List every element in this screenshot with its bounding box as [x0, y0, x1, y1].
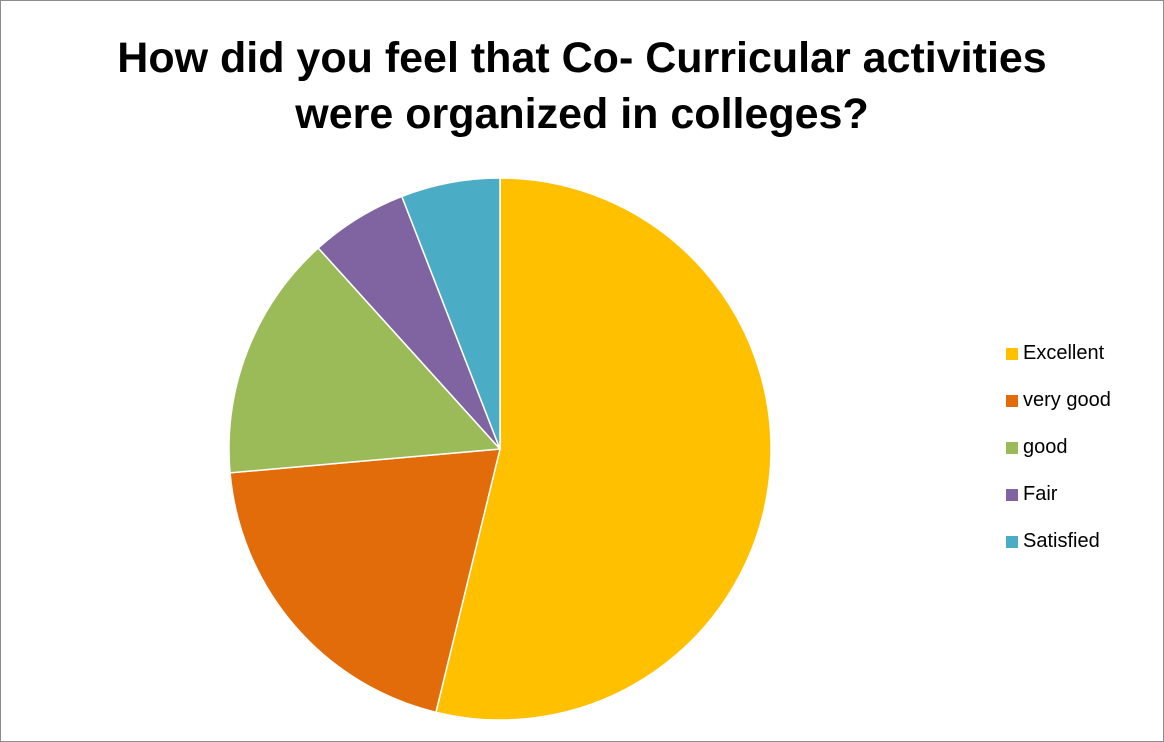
legend-item-excellent: Excellent — [1006, 338, 1111, 369]
legend-swatch — [1006, 488, 1018, 501]
chart-title-line-2: were organized in colleges? — [295, 90, 869, 138]
legend-swatch — [1006, 441, 1018, 454]
legend-item-satisfied: Satisfied — [1006, 526, 1111, 557]
legend-item-very-good: very good — [1006, 385, 1111, 416]
pie-slice-excellent — [435, 177, 772, 721]
legend-label: Fair — [1023, 483, 1058, 505]
pie-slice-very-good — [229, 448, 501, 714]
legend-label: Satisfied — [1023, 530, 1100, 552]
legend-item-good: good — [1006, 432, 1111, 463]
pie-slice-satisfied — [400, 177, 501, 450]
legend: Excellent very good good Fair Satisfied — [1006, 338, 1111, 573]
legend-swatch — [1006, 347, 1018, 360]
chart-title: How did you feel that Co- Curricular act… — [0, 30, 1164, 142]
pie-slice-good — [228, 246, 502, 474]
legend-label: good — [1023, 436, 1068, 458]
legend-swatch — [1006, 535, 1018, 548]
legend-item-fair: Fair — [1006, 479, 1111, 510]
legend-swatch — [1006, 394, 1018, 407]
legend-label: Excellent — [1023, 342, 1105, 364]
chart-title-line-1: How did you feel that Co- Curricular act… — [117, 34, 1047, 82]
legend-label: very good — [1023, 389, 1111, 411]
